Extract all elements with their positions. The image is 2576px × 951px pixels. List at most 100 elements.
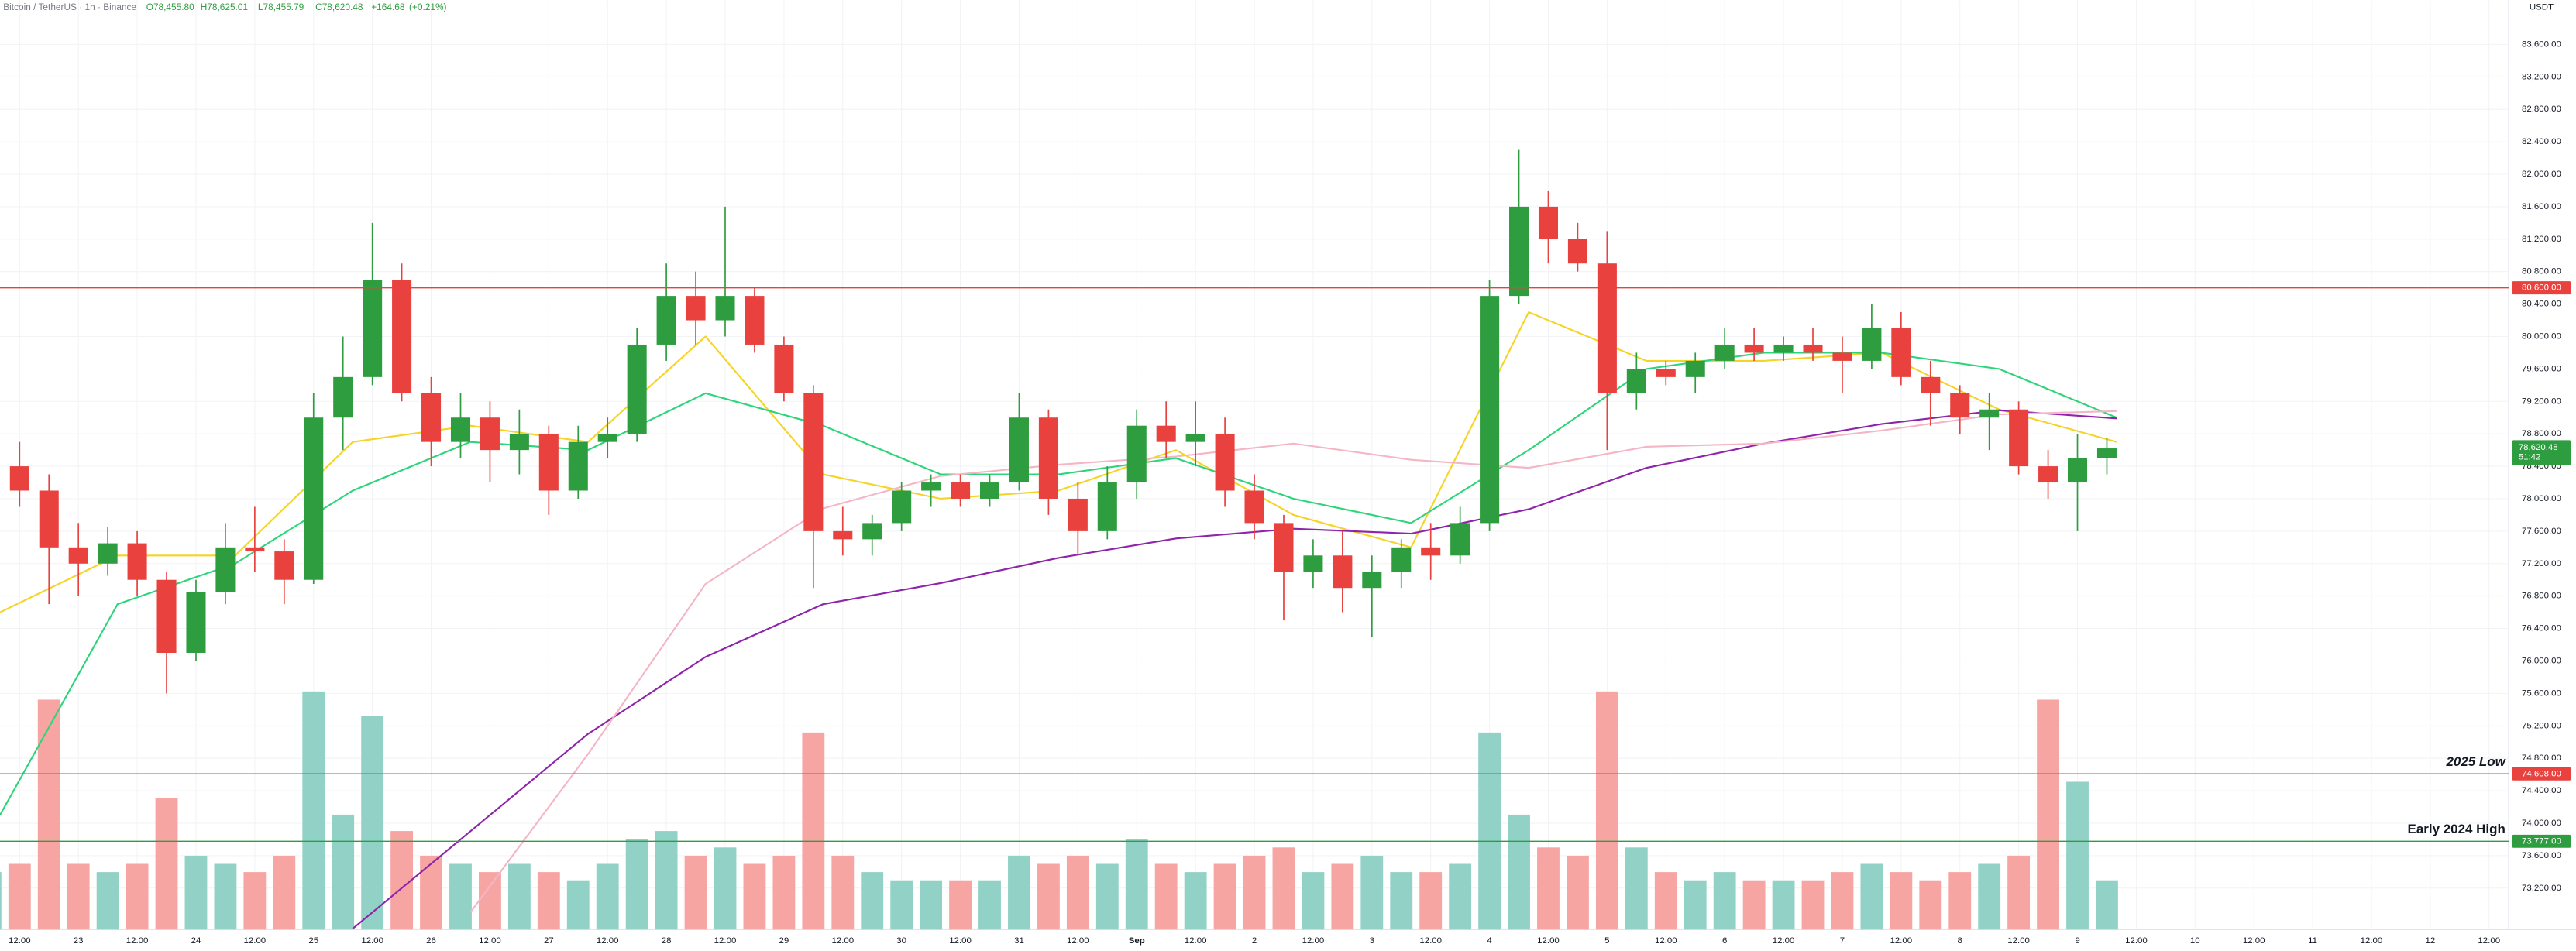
volume-bar: [8, 863, 31, 930]
bar-countdown: 51:42: [2519, 453, 2541, 462]
y-tick-label: 80,800.00: [2522, 267, 2561, 276]
x-tick-label: 12:00: [2478, 936, 2500, 946]
y-tick-label: 77,200.00: [2522, 559, 2561, 568]
candle-body: [9, 466, 29, 491]
x-tick-label: 5: [1604, 936, 1609, 946]
axes: 83,600.00 83,200.00 82,800.00 82,400.00 82,0…: [0, 39, 2571, 946]
x-tick-label: 12:00: [714, 936, 737, 946]
volume-bar: [802, 732, 825, 930]
last-price-badge: [2512, 440, 2571, 465]
y-tick-label: 82,800.00: [2522, 105, 2561, 114]
x-tick-label: 28: [662, 936, 672, 946]
candle-body: [833, 530, 853, 540]
volume-bar: [449, 863, 472, 930]
level-annotation: 2025 Low: [2445, 754, 2506, 769]
volume-bar: [684, 855, 707, 930]
x-tick-label: 27: [544, 936, 554, 946]
x-tick-label: 12:00: [831, 936, 854, 946]
candle-body: [450, 417, 471, 442]
x-tick-label: 12:00: [2007, 936, 2030, 946]
candle-body: [656, 296, 676, 345]
candle-body: [215, 547, 236, 592]
candle-body: [2009, 409, 2029, 467]
candle-body: [274, 551, 294, 580]
candle-body: [715, 296, 735, 321]
volume-bar: [714, 847, 737, 930]
volume-bar: [1567, 855, 1589, 930]
ohlc-value: L78,455.79: [258, 2, 304, 12]
volume-bar: [1831, 872, 1854, 930]
candle-body: [1626, 369, 1646, 393]
volume-bar: [1801, 880, 1825, 930]
volume-bar: [1772, 880, 1795, 930]
candle-body: [862, 523, 882, 540]
candle-body: [1333, 555, 1353, 589]
x-tick-label: 9: [2075, 936, 2079, 946]
volume-bar: [537, 872, 560, 930]
volume-bar: [155, 798, 178, 930]
volume-bar: [831, 855, 855, 930]
x-tick-label: 30: [896, 936, 906, 946]
x-tick-label: Sep: [1129, 936, 1145, 946]
volume-bar: [1654, 872, 1677, 930]
volume-bar: [2096, 880, 2118, 930]
moving-average-line: [469, 410, 2117, 913]
candle-body: [951, 482, 971, 499]
x-tick-label: 12:00: [1537, 936, 1560, 946]
y-tick-label: 83,200.00: [2522, 72, 2561, 81]
symbol-title: Bitcoin / TetherUS · 1h · Binance: [3, 2, 136, 12]
volume-bar: [2066, 781, 2089, 930]
candle-body: [1097, 482, 1117, 531]
volume-bar: [949, 880, 972, 930]
candle-body: [1480, 296, 1500, 524]
level-badge: [2512, 281, 2571, 295]
last-price-label: 78,620.48: [2519, 443, 2558, 452]
volume-bar: [1125, 839, 1148, 930]
volume-bar: [1095, 863, 1119, 930]
candle-body: [392, 280, 412, 393]
candle-body: [1685, 360, 1705, 377]
candle-body: [2038, 466, 2058, 483]
candle-body: [1979, 409, 2000, 418]
volume-bar: [1066, 855, 1089, 930]
candle-body: [156, 579, 177, 653]
candle-body: [1185, 434, 1205, 442]
y-tick-label: 81,600.00: [2522, 202, 2561, 211]
candle-body: [1450, 523, 1470, 556]
currency-label[interactable]: USDT: [2530, 3, 2554, 12]
y-tick-label: 76,800.00: [2522, 592, 2561, 601]
candle-body: [1656, 369, 1676, 377]
candle-body: [509, 434, 529, 451]
volume-bar: [920, 880, 943, 930]
x-tick-label: 12:00: [1302, 936, 1325, 946]
x-tick-label: 12:00: [361, 936, 383, 946]
volume-bar: [1302, 872, 1325, 930]
x-tick-label: 12:00: [1185, 936, 1207, 946]
x-tick-label: 12:00: [1419, 936, 1442, 946]
volume-bar: [1154, 863, 1178, 930]
candle-body: [1538, 206, 1559, 239]
volume-bar: [1360, 855, 1384, 930]
volume-bar: [2037, 699, 2059, 930]
candle-body: [39, 490, 59, 548]
volume-bar: [390, 831, 414, 930]
volume-bar: [1890, 872, 1913, 930]
y-tick-label: 79,600.00: [2522, 364, 2561, 373]
x-tick-label: 4: [1487, 936, 1492, 946]
volume-bar: [772, 855, 796, 930]
x-tick-label: 12: [2426, 936, 2436, 946]
candle-body: [333, 376, 353, 418]
y-tick-label: 73,200.00: [2522, 884, 2561, 893]
candle-body: [538, 434, 559, 491]
volume-bar: [273, 855, 296, 930]
candle-body: [774, 344, 794, 393]
candle-body: [127, 543, 147, 580]
candle-body: [1215, 434, 1235, 491]
volume-bar: [507, 863, 531, 930]
candle-body: [68, 547, 88, 564]
candle-body: [1274, 523, 1294, 572]
x-tick-label: 25: [308, 936, 318, 946]
candle-body: [1303, 555, 1323, 572]
volume-bar: [0, 872, 2, 930]
